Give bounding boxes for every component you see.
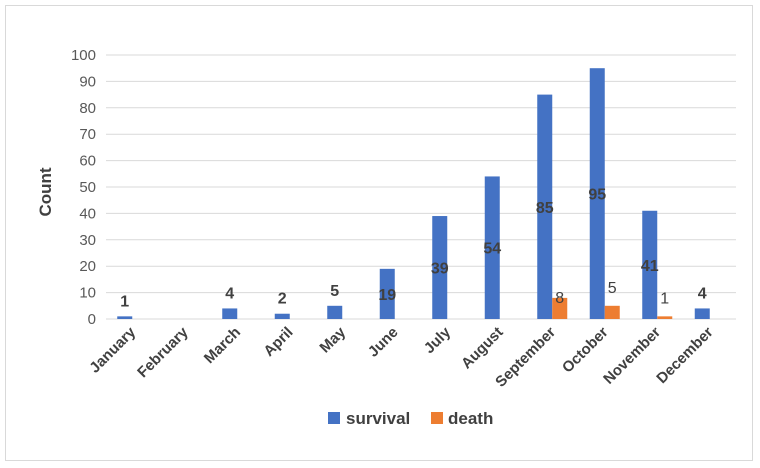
bar-survival-march	[222, 308, 238, 319]
x-tick-label: October	[559, 324, 612, 377]
x-tick-label: November	[600, 324, 664, 388]
bar-survival-january	[117, 316, 133, 319]
y-tick-label: 0	[88, 311, 96, 328]
gridlines	[106, 54, 736, 320]
data-label-survival: 2	[278, 291, 287, 308]
y-tick-label: 60	[79, 153, 96, 170]
data-label-death: 1	[660, 290, 669, 307]
data-label-survival: 39	[431, 261, 449, 278]
x-tick-label: March	[201, 324, 244, 367]
bar-death-october	[604, 305, 620, 319]
data-label-survival: 1	[120, 293, 129, 310]
data-label-survival: 4	[698, 285, 707, 302]
y-tick-label: 80	[79, 100, 96, 117]
bar-survival-july	[432, 216, 448, 319]
data-label-survival: 19	[378, 287, 396, 304]
bar-survival-june	[379, 268, 395, 319]
x-tick-label: April	[260, 324, 296, 360]
legend-label-survival: survival	[346, 409, 410, 428]
x-tick-label: June	[365, 324, 402, 361]
bars	[117, 68, 710, 319]
y-tick-label: 20	[79, 258, 96, 275]
y-tick-label: 90	[79, 73, 96, 90]
x-tick-label: July	[421, 323, 455, 357]
legend-label-death: death	[448, 409, 493, 428]
x-tick-label: December	[653, 324, 716, 387]
y-tick-label: 10	[79, 285, 96, 302]
bar-survival-may	[327, 305, 343, 319]
bar-death-november	[657, 316, 673, 319]
data-label-death: 8	[555, 290, 564, 307]
chart-frame: 1 4 2 5 19 39 54 85 8 95 5 41 1 4 0 10 20 30 40 50 60 70 80 90…	[5, 5, 753, 461]
data-label-survival: 41	[641, 258, 659, 275]
y-tick-label: 30	[79, 232, 96, 249]
bar-survival-september	[537, 94, 553, 319]
x-tick-label: February	[134, 323, 192, 381]
legend-swatch-death	[431, 412, 443, 424]
y-tick-label: 70	[79, 126, 96, 143]
bar-survival-october	[589, 68, 605, 319]
y-tick-label: 40	[79, 205, 96, 222]
bar-survival-november	[642, 210, 658, 319]
data-label-death: 5	[608, 280, 617, 297]
data-label-survival: 5	[330, 283, 339, 300]
legend-swatch-survival	[328, 412, 340, 424]
y-tick-label: 50	[79, 179, 96, 196]
data-label-survival: 85	[536, 200, 554, 217]
data-label-survival: 54	[483, 241, 501, 258]
bar-death-september	[552, 297, 568, 319]
bar-survival-august	[484, 176, 500, 319]
legend: survival death	[328, 409, 493, 428]
x-tick-label: January	[86, 323, 139, 376]
x-tick-label: August	[458, 324, 507, 373]
bar-survival-december	[694, 308, 710, 319]
y-axis-title: Count	[36, 167, 55, 216]
y-axis-ticks: 0 10 20 30 40 50 60 70 80 90 100	[71, 47, 96, 328]
y-tick-label: 100	[71, 47, 96, 64]
data-label-survival: 95	[588, 187, 606, 204]
data-label-survival: 4	[225, 285, 234, 302]
bar-survival-april	[274, 313, 290, 319]
x-tick-label: May	[316, 323, 349, 356]
